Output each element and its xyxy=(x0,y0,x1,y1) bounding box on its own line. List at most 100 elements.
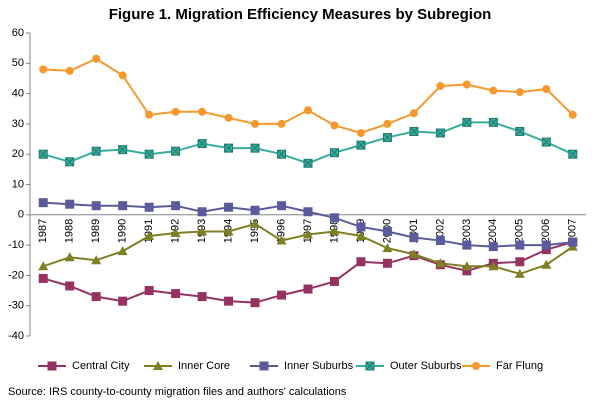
data-point xyxy=(382,226,392,236)
data-point xyxy=(118,296,128,306)
marker-box xyxy=(277,290,287,300)
series-line xyxy=(42,121,574,165)
marker-cross xyxy=(277,149,286,159)
data-point xyxy=(38,149,48,159)
data-point xyxy=(171,289,181,299)
marker-box xyxy=(515,240,525,250)
data-point xyxy=(277,290,287,300)
data-point xyxy=(153,361,163,370)
y-tick-label: -40 xyxy=(8,330,24,342)
marker-box xyxy=(65,281,75,291)
marker-cross xyxy=(568,149,578,159)
y-tick-label: -20 xyxy=(8,269,24,281)
data-point xyxy=(435,128,445,138)
data-point xyxy=(224,143,234,153)
data-point xyxy=(472,362,480,370)
marker-box xyxy=(38,273,48,283)
marker-box xyxy=(197,292,207,302)
marker-cross xyxy=(65,157,75,167)
data-point xyxy=(250,205,260,215)
marker-box xyxy=(47,361,57,371)
data-point xyxy=(330,121,339,130)
data-point xyxy=(303,158,313,168)
data-point xyxy=(329,226,340,236)
data-point xyxy=(356,128,365,137)
marker-box xyxy=(197,207,207,217)
y-tick-label: 50 xyxy=(12,57,24,69)
y-tick-label: -30 xyxy=(8,300,24,312)
data-point xyxy=(91,146,101,156)
data-point xyxy=(489,86,498,95)
data-point xyxy=(304,106,312,115)
marker-box xyxy=(250,298,260,308)
marker-box xyxy=(435,236,445,246)
data-point xyxy=(409,109,418,118)
data-point xyxy=(277,149,287,159)
marker-cross xyxy=(38,149,48,159)
x-tick-label: 1988 xyxy=(64,219,76,243)
marker-box xyxy=(382,258,392,268)
data-point xyxy=(462,117,472,127)
marker-box xyxy=(224,202,234,212)
data-point xyxy=(277,201,287,211)
legend-label: Central City xyxy=(72,360,130,372)
marker-cross xyxy=(303,158,313,168)
data-point xyxy=(515,240,525,250)
marker-cross xyxy=(144,149,154,159)
marker-box xyxy=(144,202,154,212)
data-point xyxy=(435,236,445,246)
data-point xyxy=(462,240,472,250)
x-tick-label: 1989 xyxy=(90,219,102,243)
marker-box xyxy=(65,199,75,209)
x-tick-label: 1987 xyxy=(37,219,49,243)
marker-box xyxy=(356,222,366,232)
marker-box xyxy=(259,361,269,371)
data-point xyxy=(514,268,525,278)
marker-box xyxy=(382,226,392,236)
x-tick-label: 1995 xyxy=(249,219,261,243)
data-point xyxy=(541,137,551,147)
marker-cross xyxy=(91,146,101,156)
x-tick-label: 2006 xyxy=(540,219,552,243)
marker-box xyxy=(118,201,128,211)
data-point xyxy=(303,284,313,294)
y-tick-label: 30 xyxy=(12,118,24,130)
data-point xyxy=(435,258,446,268)
marker-box xyxy=(91,292,101,302)
marker-box xyxy=(329,213,339,223)
data-point xyxy=(568,237,578,247)
data-point xyxy=(488,117,498,127)
y-tick-label: 40 xyxy=(12,88,24,100)
data-point xyxy=(170,227,181,237)
data-point xyxy=(65,281,75,291)
marker-box xyxy=(329,276,339,286)
data-point xyxy=(91,292,101,302)
data-point xyxy=(117,246,128,256)
data-point xyxy=(382,258,392,268)
marker-box xyxy=(488,242,498,252)
legend-label: Far Flung xyxy=(496,360,543,372)
data-point xyxy=(144,286,154,296)
data-point xyxy=(250,143,260,153)
marker-cross xyxy=(541,137,551,147)
data-point xyxy=(259,361,269,371)
marker-box xyxy=(568,237,578,247)
y-tick-label: 20 xyxy=(12,148,24,160)
data-point xyxy=(118,145,128,155)
data-point xyxy=(488,242,498,252)
y-tick-label: 10 xyxy=(12,178,24,190)
marker-box xyxy=(409,233,419,243)
legend-label: Inner Core xyxy=(178,360,230,372)
data-point xyxy=(461,261,472,271)
x-tick-label: 2007 xyxy=(567,219,579,243)
y-tick-label: 60 xyxy=(12,27,24,39)
data-point xyxy=(488,261,499,271)
data-point xyxy=(224,113,233,122)
marker-box xyxy=(91,201,101,211)
data-point xyxy=(355,231,366,241)
data-point xyxy=(197,226,208,236)
data-point xyxy=(568,110,577,119)
data-point xyxy=(38,273,48,283)
marker-box xyxy=(356,257,366,267)
